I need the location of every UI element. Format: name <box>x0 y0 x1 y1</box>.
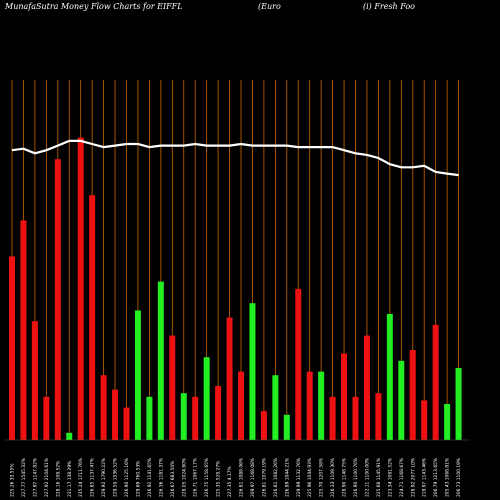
x-tick-label: 219.97 1143.46% <box>422 458 428 497</box>
x-tick-label: 226.67 683.50% <box>170 461 176 497</box>
x-tick-label: 226.85 1137.47% <box>90 458 96 497</box>
money-flow-bar <box>146 396 153 440</box>
money-flow-bar <box>77 137 84 440</box>
money-flow-bar <box>89 195 96 440</box>
money-flow-bar <box>421 400 428 440</box>
money-flow-bar <box>318 371 325 440</box>
x-tick-label: 229.50 1536.52% <box>113 458 119 497</box>
money-flow-bar <box>238 371 244 440</box>
money-flow-bar <box>203 357 210 440</box>
money-flow-bar <box>455 368 462 440</box>
money-flow-bar <box>352 396 359 440</box>
money-flow-bar <box>192 396 199 440</box>
money-flow-bar <box>54 159 61 440</box>
x-tick-label: 209.97 1168.08% <box>250 458 256 497</box>
x-tick-label: 227.35 4.17% <box>227 466 233 497</box>
x-tick-label: 226.90 1125.16% <box>124 458 130 497</box>
x-tick-label: 224.71 1168.67% <box>399 458 405 497</box>
x-tick-label: 226.90 1100.76% <box>353 458 359 497</box>
x-tick-label: 225.96 1044.93% <box>307 458 313 497</box>
money-flow-bars <box>9 137 462 440</box>
money-flow-bar <box>43 396 50 440</box>
x-tick-labels: 225.26 33.55% 227.77 1545.32% 227.97 1147.… <box>10 458 463 497</box>
money-flow-bar <box>249 303 256 440</box>
money-flow-bar <box>272 375 279 440</box>
money-flow-bar <box>398 360 405 440</box>
x-tick-label: 206.79 1213.65% <box>433 458 439 497</box>
x-tick-label: 225.70 1207.58% <box>319 458 325 497</box>
x-tick-label: 226.36 1181.37% <box>158 458 164 497</box>
x-tick-label: 223.34 1081.52% <box>387 458 393 497</box>
x-tick-label: 229.99 1132.76% <box>296 458 302 497</box>
money-flow-bar <box>444 404 451 440</box>
money-flow-bar <box>341 353 348 440</box>
x-tick-label: 228.05 1024.80% <box>181 458 187 497</box>
x-tick-label: 226.33 1109.30% <box>330 458 336 497</box>
money-flow-bar <box>9 256 15 440</box>
x-tick-label: 225.68 1145.91% <box>376 458 382 497</box>
money-flow-bar <box>31 321 38 440</box>
price-line <box>11 139 459 177</box>
money-flow-bar <box>283 414 290 440</box>
money-flow-bar <box>134 310 141 440</box>
x-tick-label: 206.73 1100.19% <box>456 458 462 497</box>
x-tick-label: 226.89 1044.21% <box>284 458 290 497</box>
company-name-part1: (Euro <box>258 2 281 11</box>
x-tick-label: 227.77 1545.32% <box>21 458 27 497</box>
money-flow-bar <box>180 393 187 440</box>
x-tick-label: 226.75 1158.65% <box>204 458 210 497</box>
x-tick-label: 226.92 1141.65% <box>147 458 153 497</box>
chart-title: MunafaSutra Money Flow Charts for EIFFL <box>5 2 183 11</box>
money-flow-bar <box>329 396 336 440</box>
money-flow-bar <box>295 288 302 440</box>
money-flow-bar <box>112 389 119 440</box>
x-tick-label: 235.24 1711.76% <box>78 458 84 497</box>
x-tick-label: 229.69 760.53% <box>135 461 141 497</box>
money-flow-bar <box>375 393 382 440</box>
x-tick-label: 229.92 1790.22% <box>101 458 107 497</box>
money-flow-bar <box>363 335 370 440</box>
money-flow-bar <box>260 411 267 440</box>
money-flow-bar <box>169 335 176 440</box>
money-flow-bar <box>409 350 416 440</box>
money-flow-bar <box>386 314 393 440</box>
x-tick-label: 228.16 108.52% <box>55 461 61 497</box>
money-flow-bar <box>215 386 222 440</box>
x-tick-label: 231.17 138.29% <box>67 461 73 497</box>
money-flow-bar <box>66 432 73 440</box>
x-tick-label: 226.81 1079.19% <box>261 458 267 497</box>
x-tick-label: 226.81 1082.26% <box>273 458 279 497</box>
x-tick-label: 225.26 33.55% <box>10 463 16 497</box>
money-flow-bar <box>20 220 27 440</box>
money-flow-bar <box>123 407 130 440</box>
x-tick-label: 205.43 1068.81% <box>445 458 451 497</box>
x-tick-label: 225.35 528.27% <box>216 461 222 497</box>
x-tick-label: 226.71 1067.17% <box>193 458 199 497</box>
x-tick-label: 227.97 1147.82% <box>32 458 38 497</box>
money-flow-bar <box>432 324 439 440</box>
money-flow-bar <box>100 375 107 440</box>
x-tick-label: 228.92 2077.10% <box>410 458 416 497</box>
money-flow-bar <box>226 317 233 440</box>
company-name-part2: (i) Fresh Foo <box>363 2 415 11</box>
x-tick-label: 222.11 1100.00% <box>364 458 370 497</box>
x-tick-label: 228.90 1148.75% <box>342 458 348 497</box>
money-flow-bar <box>157 281 164 440</box>
money-flow-bar <box>306 371 313 440</box>
x-tick-label: 226.81 1088.06% <box>239 458 245 497</box>
x-tick-label: 227.92 2104.61% <box>44 458 50 497</box>
